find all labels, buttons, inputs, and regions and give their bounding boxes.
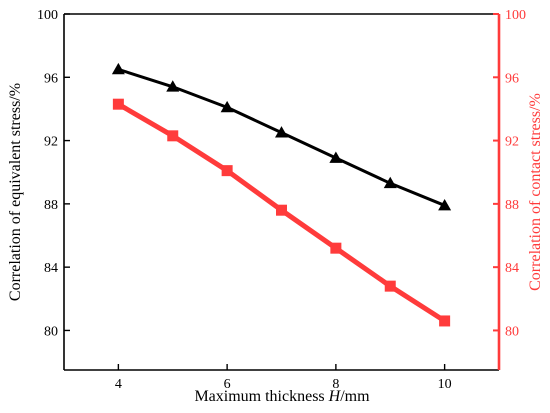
series-0-point-1 bbox=[166, 80, 180, 92]
x-tick-label-0: 4 bbox=[115, 377, 122, 392]
left-y-tick-label-2: 88 bbox=[44, 198, 58, 213]
series-1-point-3 bbox=[276, 204, 287, 216]
x-tick-label-2: 8 bbox=[332, 377, 339, 392]
series-0-point-2 bbox=[220, 100, 234, 113]
right-y-axis-ticks: 80 84 88 92 96 100 bbox=[493, 8, 526, 339]
left-y-tick-label-3: 92 bbox=[44, 135, 58, 150]
x-tick-label-3: 10 bbox=[438, 377, 452, 392]
right-y-tick-label-1: 84 bbox=[505, 261, 519, 276]
series-0-point-6 bbox=[438, 198, 452, 211]
left-y-tick-label-0: 80 bbox=[44, 324, 58, 339]
series-0-point-4 bbox=[329, 151, 343, 163]
series-1-point-5 bbox=[384, 280, 396, 292]
right-y-tick-label-2: 88 bbox=[505, 198, 519, 213]
left-y-axis-ticks: 80 84 88 92 96 100 bbox=[37, 8, 70, 339]
right-y-tick-label-5: 100 bbox=[505, 8, 526, 23]
series-1-point-0 bbox=[112, 98, 124, 110]
series-1-point-2 bbox=[221, 165, 233, 177]
series-1-point-6 bbox=[439, 315, 451, 327]
series-1-point-4 bbox=[330, 242, 342, 254]
plot-frame bbox=[63, 13, 501, 371]
left-y-axis-label: Correlation of equivalent stress/% bbox=[7, 83, 24, 301]
x-axis-ticks: 4 6 8 10 bbox=[115, 364, 452, 392]
right-y-tick-label-3: 92 bbox=[505, 135, 519, 150]
right-y-axis-label: Correlation of contact stress/% bbox=[527, 93, 544, 291]
series-0-point-0 bbox=[111, 62, 125, 75]
series-0-point-3 bbox=[275, 126, 288, 138]
left-y-tick-label-1: 84 bbox=[44, 261, 58, 276]
series-0-point-5 bbox=[383, 176, 397, 189]
series-layer bbox=[111, 62, 452, 327]
x-axis-label: Maximum thickness H/mm bbox=[194, 388, 370, 405]
x-tick-label-1: 6 bbox=[224, 377, 231, 392]
right-y-tick-label-4: 96 bbox=[505, 71, 519, 86]
left-y-tick-label-4: 96 bbox=[44, 71, 58, 86]
right-y-tick-label-0: 80 bbox=[505, 324, 519, 339]
series-1-point-1 bbox=[167, 130, 179, 142]
left-y-tick-label-5: 100 bbox=[37, 8, 58, 23]
